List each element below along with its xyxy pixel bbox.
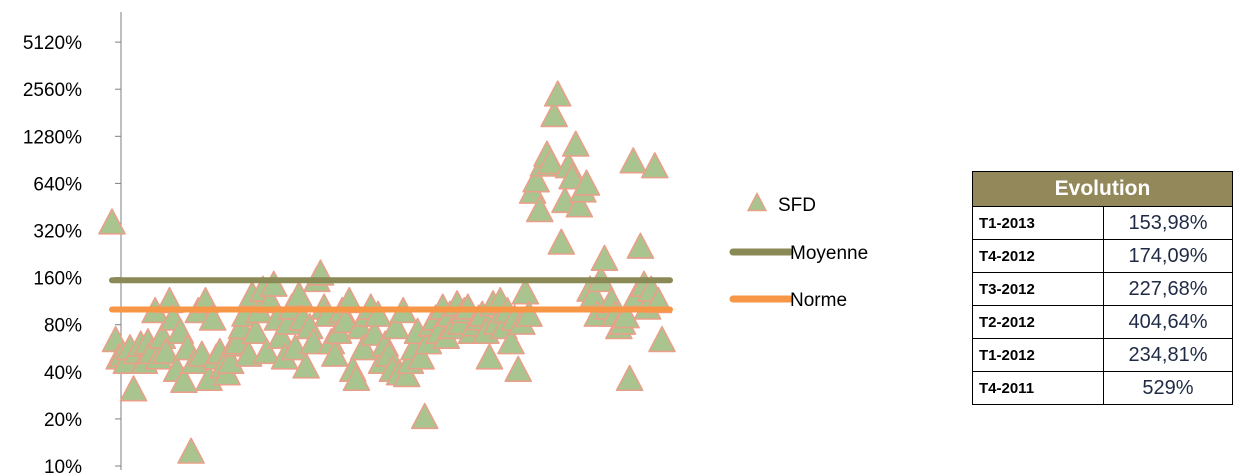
scatter-chart: 10%20%40%80%160%320%640%1280%2560%5120% … [23,12,868,474]
sfd-point [536,148,565,175]
value-cell: 227,68% [1103,272,1233,306]
table-row: T1-2012 234,81% [972,338,1233,372]
sfd-point [198,304,227,331]
y-tick-label: 5120% [23,33,82,54]
sfd-point [565,191,594,218]
sfd-point [170,366,198,394]
y-tick-label: 320% [33,222,82,243]
sfd-point [392,360,421,388]
legend-moyenne-label: Moyenne [790,243,868,264]
period-cell: T4-2012 [972,239,1104,273]
y-tick-label: 10% [44,457,82,474]
y-tick-label: 2560% [23,80,82,101]
table-row: T3-2012 227,68% [972,272,1233,306]
table-row: T1-2013 153,98% [972,206,1233,240]
value-cell: 404,64% [1103,305,1233,339]
y-tick-label: 40% [44,363,82,384]
period-cell: T2-2012 [972,305,1104,339]
evolution-table: Evolution T1-2013 153,98% T4-2012 174,09… [972,171,1233,405]
period-cell: T3-2012 [972,272,1104,306]
sfd-point [612,302,640,329]
value-cell: 234,81% [1103,338,1233,372]
sfd-point [299,328,328,355]
sfd-point [410,402,439,430]
sfd-point [522,166,550,193]
table-row: T2-2012 404,64% [972,305,1233,339]
sfd-point [497,328,525,355]
value-cell: 174,09% [1103,239,1233,273]
sfd-point [259,270,288,297]
sfd-point [252,337,281,365]
sfd-point [382,312,410,340]
sfd-point [241,317,270,344]
sfd-point [342,364,371,392]
sfd-point [364,300,392,327]
legend: SFD Moyenne Norme [729,191,868,311]
sfd-point [648,325,676,353]
sfd-point [626,232,655,259]
sfd-point [511,278,540,305]
y-tick-label: 160% [33,269,82,290]
sfd-point [285,281,313,308]
sfd-point [641,152,669,179]
evolution-table-header: Evolution [972,171,1233,207]
sfd-point [349,334,378,361]
sfd-point [619,147,648,174]
legend-sfd-label: SFD [778,195,816,216]
y-tick-label: 1280% [23,127,82,148]
table-row: T4-2011 529% [972,371,1233,405]
table-row: T4-2012 174,09% [972,239,1233,273]
value-cell: 529% [1103,371,1233,405]
y-tick-label: 640% [33,174,82,195]
sfd-point [615,364,644,392]
sfd-point [504,355,533,382]
sfd-point [525,195,554,223]
sfd-point [547,228,576,255]
y-tick-label: 20% [44,410,82,431]
sfd-point [292,352,320,379]
sfd-point [572,169,601,196]
sfd-point [543,80,572,107]
period-cell: T1-2012 [972,338,1104,372]
sfd-point [177,437,205,464]
sfd-point [216,347,245,374]
sfd-point [331,306,360,334]
sfd-point [561,130,590,157]
sfd-point [98,208,126,235]
sfd-point [321,340,349,367]
sfd-point [590,244,619,271]
sfd-point [558,163,586,190]
legend-sfd-marker [746,191,768,212]
y-tick-label: 80% [44,316,82,337]
period-cell: T4-2011 [972,371,1104,405]
sfd-point [515,300,543,327]
sfd-point [540,100,568,128]
value-cell: 153,98% [1103,206,1233,240]
sfd-point [475,343,504,370]
sfd-point [407,343,435,370]
sfd-point [152,337,180,365]
period-cell: T1-2013 [972,206,1104,240]
legend-norme-label: Norme [790,290,847,311]
sfd-point [267,322,295,349]
sfd-point [119,375,148,402]
